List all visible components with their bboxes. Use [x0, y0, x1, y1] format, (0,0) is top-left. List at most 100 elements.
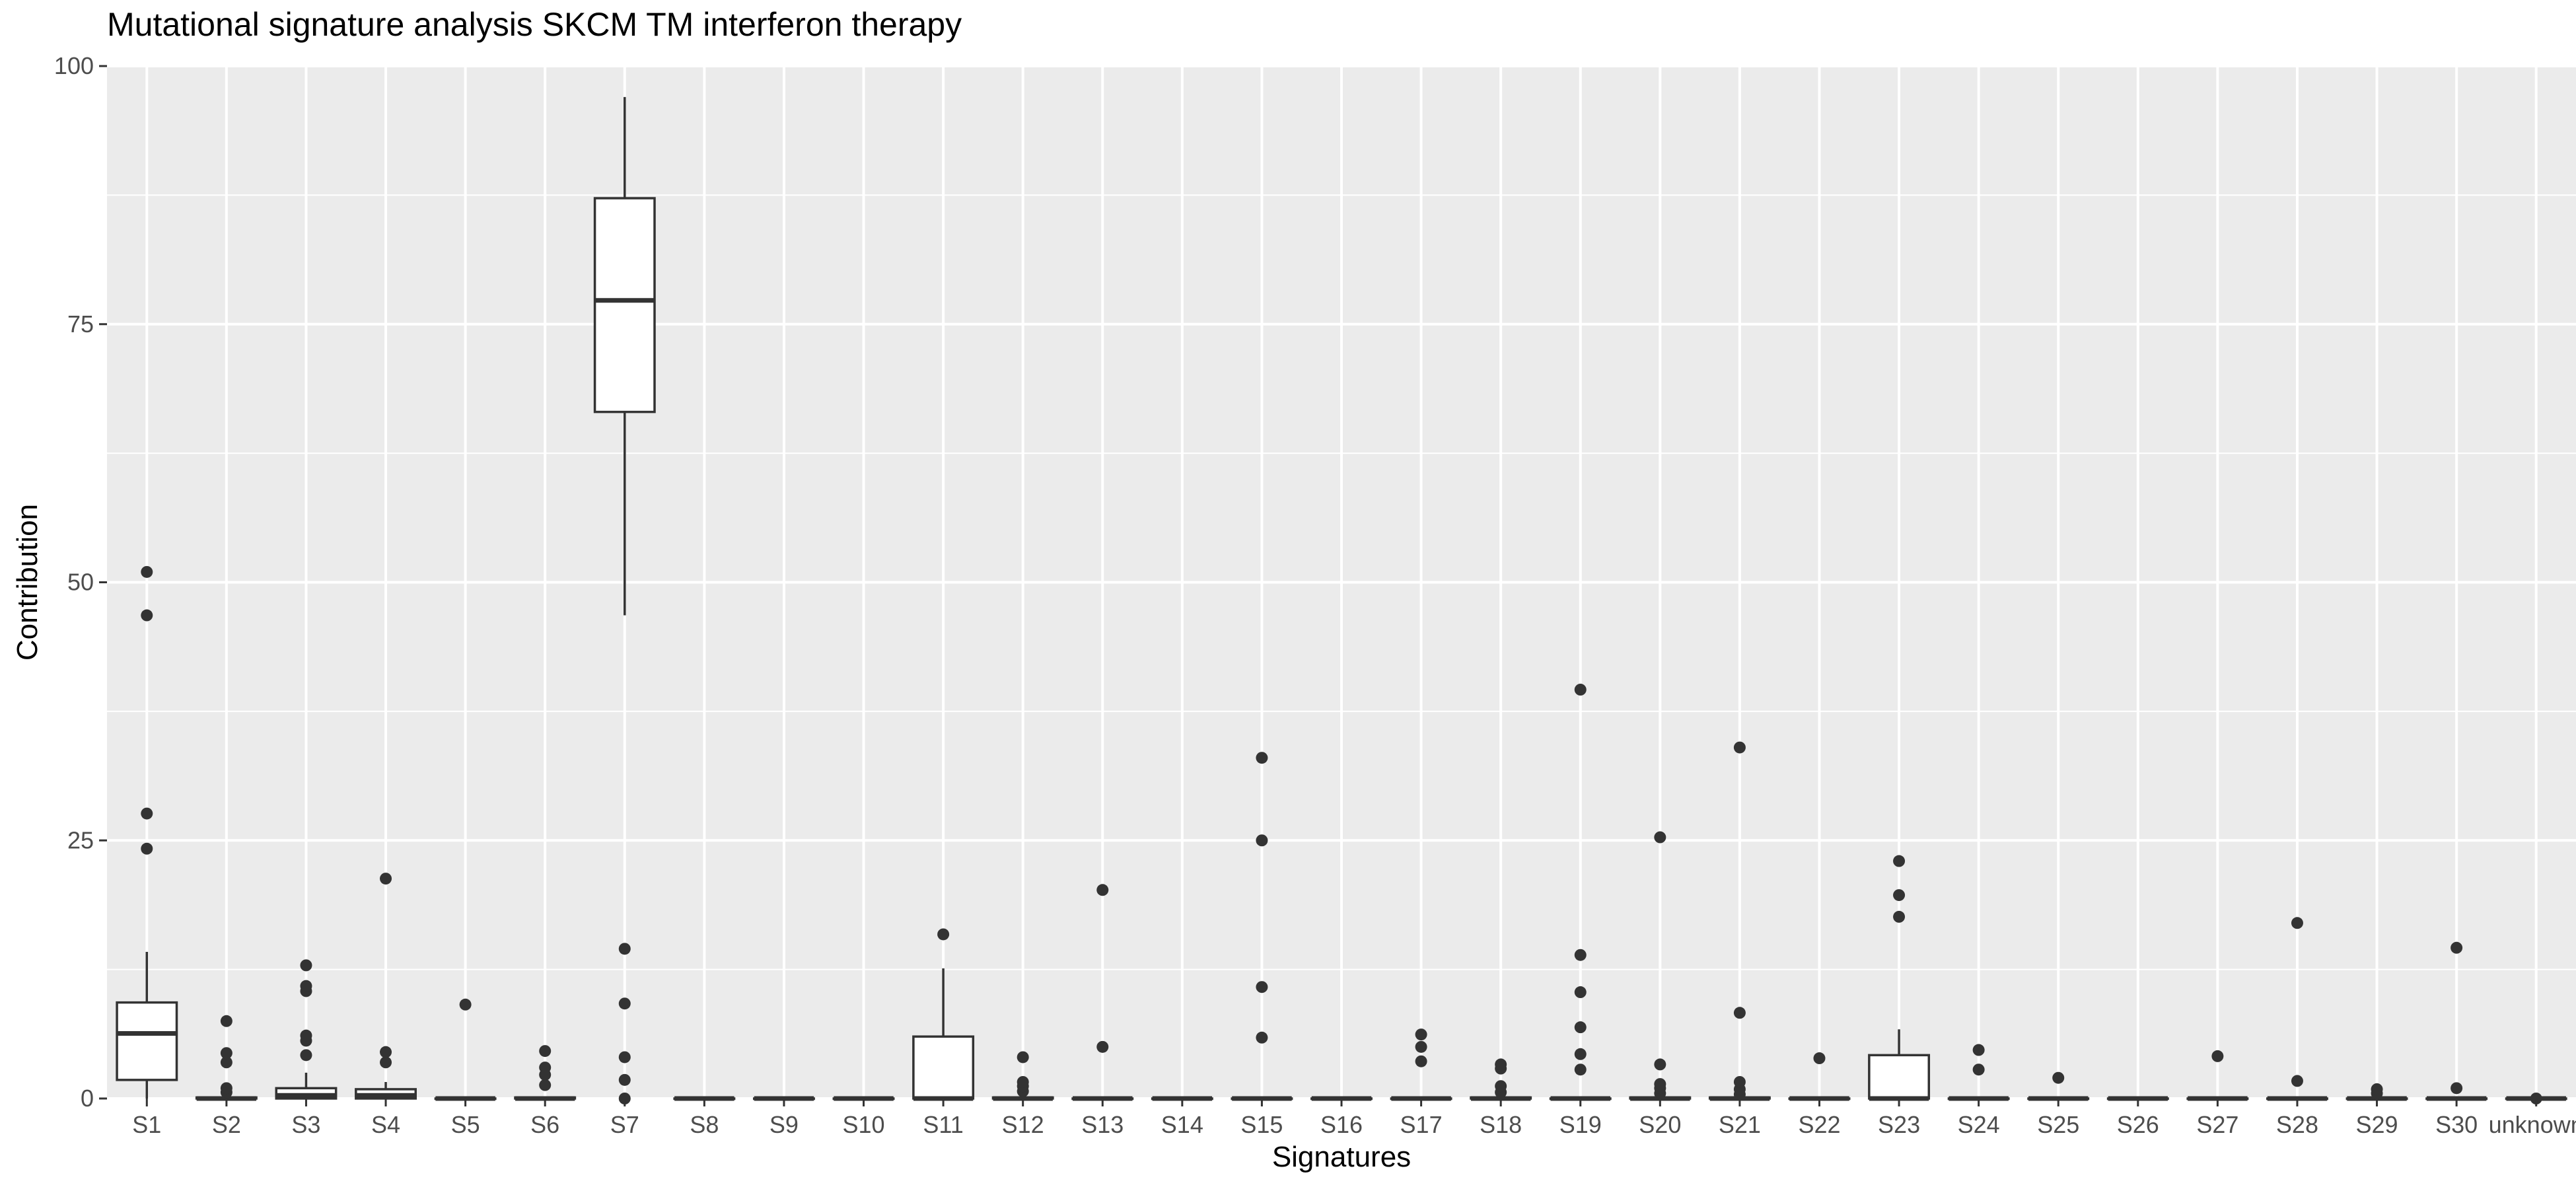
box-S21: [1708, 741, 1771, 1101]
x-tick-label: S5: [451, 1111, 480, 1138]
x-tick-label: S10: [842, 1111, 884, 1138]
outlier-point: [1017, 1075, 1029, 1088]
y-axis-title: Contribution: [11, 504, 44, 661]
outlier-point: [1733, 741, 1746, 754]
y-axis: 0 25 50 75 100: [54, 52, 107, 1112]
outlier-point: [1256, 834, 1268, 847]
outlier-point: [1574, 1063, 1587, 1076]
outlier-point: [1893, 889, 1906, 902]
outlier-point: [1972, 1063, 1985, 1076]
outlier-point: [1654, 1058, 1666, 1071]
outlier-point: [220, 1082, 233, 1095]
y-tick-label: 50: [67, 569, 94, 596]
x-tick-label: unknown: [2489, 1111, 2576, 1138]
x-tick-label: S18: [1480, 1111, 1522, 1138]
outlier-point: [1256, 752, 1268, 764]
x-tick-label: S23: [1878, 1111, 1920, 1138]
x-tick-label: S29: [2356, 1111, 2398, 1138]
outlier-point: [141, 609, 153, 622]
outlier-point: [1574, 684, 1587, 696]
box-S3: [275, 959, 338, 1100]
x-tick-label: S4: [371, 1111, 400, 1138]
outlier-point: [1495, 1080, 1507, 1093]
box-S19: [1549, 684, 1612, 1101]
y-tick-label: 100: [54, 52, 94, 79]
outlier-point: [937, 928, 950, 941]
outlier-point: [1654, 1078, 1666, 1091]
outlier-point: [539, 1045, 552, 1058]
outlier-point: [300, 1049, 312, 1062]
outlier-point: [2291, 917, 2303, 929]
x-tick-label: S2: [212, 1111, 241, 1138]
outlier-point: [2451, 1082, 2463, 1095]
x-tick-label: S25: [2037, 1111, 2079, 1138]
x-tick-label: S16: [1320, 1111, 1363, 1138]
outlier-point: [1096, 1040, 1109, 1053]
outlier-point: [220, 1056, 233, 1069]
y-tick-label: 25: [67, 826, 94, 853]
x-tick-label: S14: [1161, 1111, 1203, 1138]
outlier-point: [1654, 831, 1666, 844]
outlier-point: [300, 959, 312, 972]
outlier-point: [459, 998, 472, 1011]
box-iqr: [912, 1035, 975, 1100]
outlier-point: [141, 842, 153, 855]
x-tick-label: S11: [923, 1111, 963, 1138]
x-tick-label: S17: [1400, 1111, 1443, 1138]
outlier-point: [2371, 1083, 2383, 1095]
x-tick-label: S27: [2196, 1111, 2238, 1138]
outlier-point: [1017, 1051, 1029, 1063]
x-tick-label: S22: [1798, 1111, 1840, 1138]
x-tick-label: S24: [1958, 1111, 2000, 1138]
outlier-point: [380, 873, 392, 885]
x-tick-label: S9: [769, 1111, 799, 1138]
outlier-point: [1972, 1044, 1985, 1056]
outlier-point: [1893, 910, 1906, 923]
x-tick-label: S19: [1559, 1111, 1602, 1138]
outlier-point: [1574, 949, 1587, 961]
outlier-point: [1733, 1075, 1746, 1088]
outlier-point: [1574, 986, 1587, 999]
outlier-point: [539, 1062, 552, 1074]
x-axis-title: Signatures: [1272, 1141, 1411, 1173]
x-tick-label: S21: [1719, 1111, 1761, 1138]
x-tick-label: S15: [1240, 1111, 1283, 1138]
x-tick-label: S6: [530, 1111, 559, 1138]
boxes: [116, 96, 2567, 1104]
outlier-point: [1415, 1028, 1427, 1041]
outlier-point: [539, 1079, 552, 1091]
x-tick-label: S7: [610, 1111, 639, 1138]
x-tick-label: S30: [2435, 1111, 2478, 1138]
outlier-point: [1096, 884, 1109, 896]
x-tick-label: S1: [132, 1111, 161, 1138]
box-S18: [1470, 1058, 1532, 1101]
x-tick-label: S3: [291, 1111, 320, 1138]
outlier-point: [1256, 1031, 1268, 1044]
box-iqr: [593, 197, 656, 414]
x-tick-label: S8: [690, 1111, 719, 1138]
outlier-point: [1893, 855, 1906, 867]
outlier-point: [2451, 941, 2463, 954]
outlier-point: [1813, 1052, 1826, 1065]
x-tick-label: S12: [1002, 1111, 1044, 1138]
x-tick-label: S28: [2276, 1111, 2318, 1138]
outlier-point: [380, 1056, 392, 1069]
y-tick-label: 0: [81, 1085, 94, 1112]
outlier-point: [2291, 1075, 2303, 1087]
chart-title: Mutational signature analysis SKCM TM in…: [107, 6, 962, 43]
outlier-point: [2052, 1071, 2065, 1084]
outlier-point: [220, 1047, 233, 1060]
box-S4: [355, 873, 417, 1100]
outlier-point: [1574, 1021, 1587, 1034]
outlier-point: [1733, 1007, 1746, 1019]
x-tick-label: S26: [2117, 1111, 2159, 1138]
x-axis: S1 S2 S3 S4 S5 S6 S7 S8 S9 S10 S11 S12 S13 S14 S15 S16 S…: [132, 1099, 2576, 1138]
outlier-point: [141, 807, 153, 820]
outlier-point: [618, 1051, 631, 1063]
outlier-point: [618, 997, 631, 1010]
outlier-point: [2211, 1050, 2224, 1062]
y-tick-label: 75: [67, 310, 94, 338]
outlier-point: [1574, 1048, 1587, 1060]
outlier-point: [1415, 1055, 1427, 1067]
